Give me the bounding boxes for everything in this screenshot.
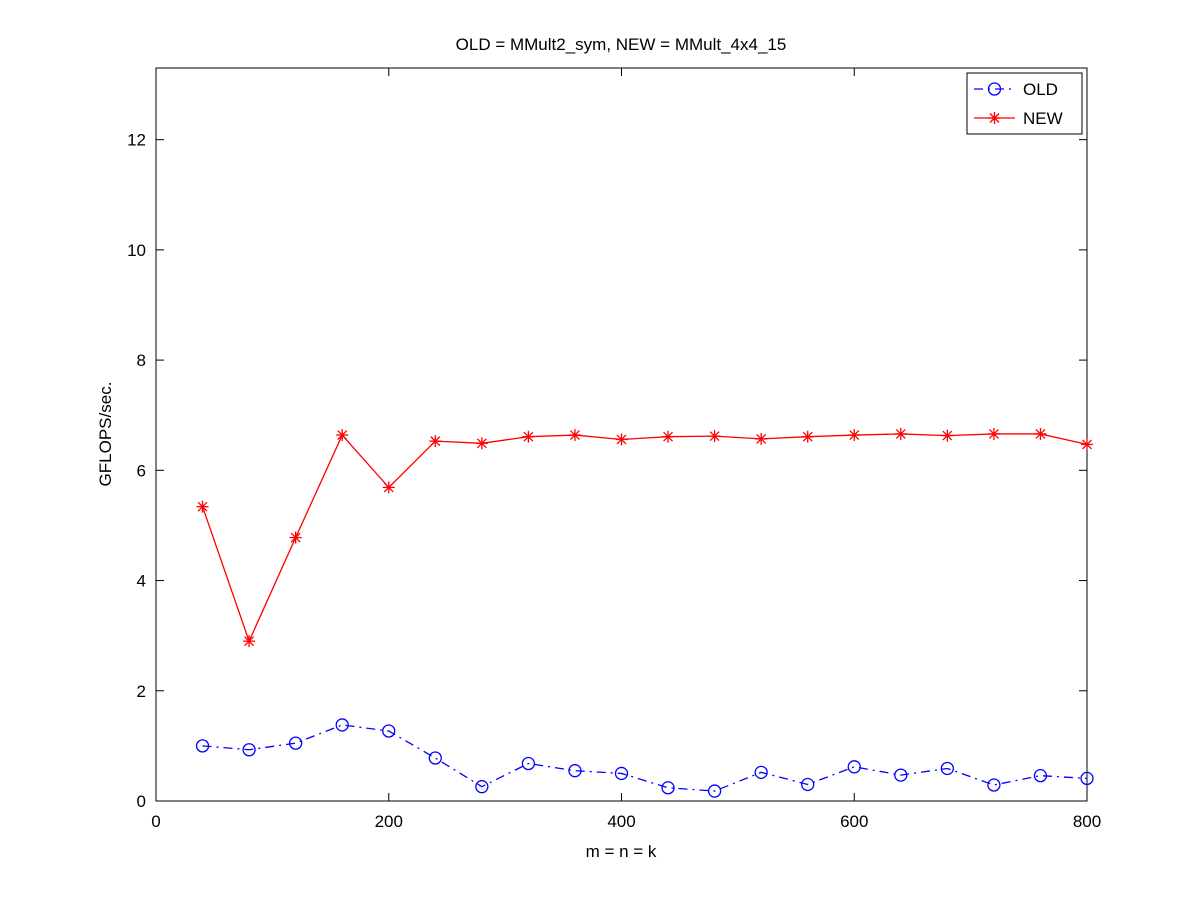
chart-title: OLD = MMult2_sym, NEW = MMult_4x4_15	[456, 35, 787, 54]
legend-label: NEW	[1023, 109, 1063, 128]
data-point-new	[568, 429, 581, 442]
x-tick-label: 0	[151, 812, 160, 831]
data-point-new	[1034, 427, 1047, 440]
x-axis-label: m = n = k	[586, 842, 657, 861]
legend-label: OLD	[1023, 80, 1058, 99]
data-point-new	[894, 427, 907, 440]
data-point-new	[429, 435, 442, 448]
legend-marker	[988, 112, 1001, 124]
data-point-old	[661, 781, 675, 795]
data-point-new	[475, 437, 488, 450]
series-new	[196, 427, 1093, 648]
data-point-old	[475, 780, 489, 794]
series-line-old	[202, 724, 1088, 792]
data-point-new	[801, 430, 814, 443]
series-layer	[195, 427, 1094, 798]
data-point-old	[801, 777, 815, 792]
data-point-old	[335, 718, 349, 732]
y-tick-label: 6	[137, 461, 146, 480]
data-point-old	[1080, 771, 1094, 786]
data-point-new	[522, 430, 535, 443]
data-point-old	[894, 768, 908, 782]
data-point-old	[195, 739, 210, 753]
y-tick-label: 10	[127, 241, 146, 260]
data-point-new	[336, 429, 349, 442]
y-tick-label: 2	[137, 682, 146, 701]
data-point-old	[288, 736, 303, 750]
data-point-new	[987, 427, 1000, 440]
data-point-new	[615, 433, 628, 446]
series-old	[195, 718, 1094, 798]
data-point-new	[382, 481, 395, 494]
data-point-old	[242, 743, 256, 757]
y-axis-label: GFLOPS/sec.	[96, 382, 115, 487]
y-tick-label: 0	[137, 792, 146, 811]
data-point-new	[708, 430, 721, 443]
y-tick-label: 4	[137, 572, 146, 591]
data-point-new	[196, 500, 209, 513]
legend: OLD NEW	[966, 72, 1083, 135]
data-point-old	[614, 766, 629, 781]
x-tick-label: 200	[375, 812, 403, 831]
legend-box	[966, 72, 1083, 135]
data-point-new	[289, 531, 302, 544]
x-tick-label: 400	[607, 812, 635, 831]
series-line-new	[201, 433, 1088, 643]
data-point-new	[1081, 438, 1093, 451]
data-point-old	[1033, 768, 1048, 783]
data-point-old	[987, 778, 1001, 792]
axis-tick-labels: 0 200 400 600 800 0 2 4 6 8 10 12	[127, 131, 1101, 831]
data-point-old	[754, 765, 768, 779]
y-tick-label: 8	[137, 351, 146, 370]
data-point-new	[755, 432, 768, 445]
data-point-new	[848, 429, 861, 442]
data-point-old	[568, 764, 582, 778]
data-point-new	[243, 635, 256, 648]
data-point-old	[847, 760, 861, 774]
legend-entry-new: NEW	[974, 109, 1063, 128]
legend-marker	[987, 82, 1002, 96]
data-point-old	[428, 751, 442, 765]
data-point-old	[382, 724, 396, 738]
data-point-new	[662, 430, 675, 443]
legend-entry-old: OLD	[974, 80, 1058, 99]
data-point-old	[940, 761, 954, 776]
data-point-old	[521, 756, 536, 771]
data-point-new	[941, 429, 954, 442]
data-point-old	[707, 784, 722, 798]
axis-ticks	[155, 68, 1088, 802]
y-tick-label: 12	[127, 131, 146, 150]
x-tick-label: 800	[1073, 812, 1101, 831]
x-tick-label: 600	[840, 812, 868, 831]
